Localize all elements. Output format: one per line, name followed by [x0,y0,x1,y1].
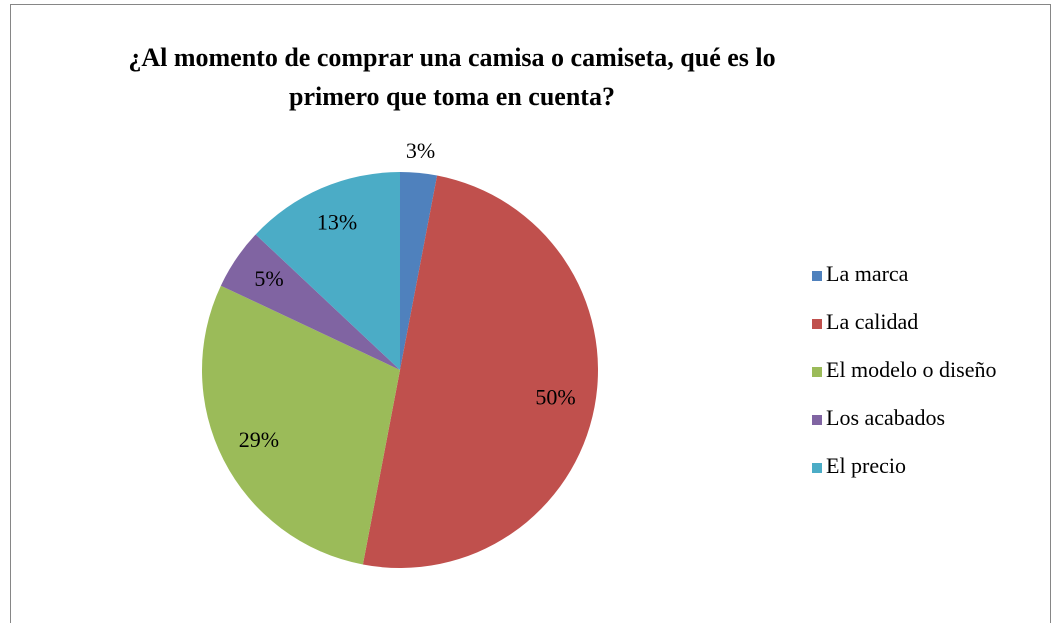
data-label: 13% [317,210,357,235]
data-label: 5% [254,266,283,291]
pie-slice [255,172,400,370]
legend-label: El modelo o diseño [826,357,996,382]
pie-slice [220,234,400,370]
pie-slice [362,175,598,568]
legend-swatch [812,271,822,281]
data-label: 29% [239,427,279,452]
data-label: 50% [535,385,575,410]
legend-label: El precio [826,453,906,478]
chart-border [10,4,1051,623]
chart-title: ¿Al momento de comprar una camisa o cami… [128,43,776,111]
legend-swatch [812,367,822,377]
data-label: 3% [406,138,435,163]
legend-label: Los acabados [826,405,945,430]
legend-swatch [812,319,822,329]
pie-slice [202,285,400,565]
legend-swatch [812,415,822,425]
legend-label: La calidad [826,309,918,334]
legend-swatch [812,463,822,473]
pie-slice [400,172,438,370]
legend-label: La marca [826,261,909,286]
